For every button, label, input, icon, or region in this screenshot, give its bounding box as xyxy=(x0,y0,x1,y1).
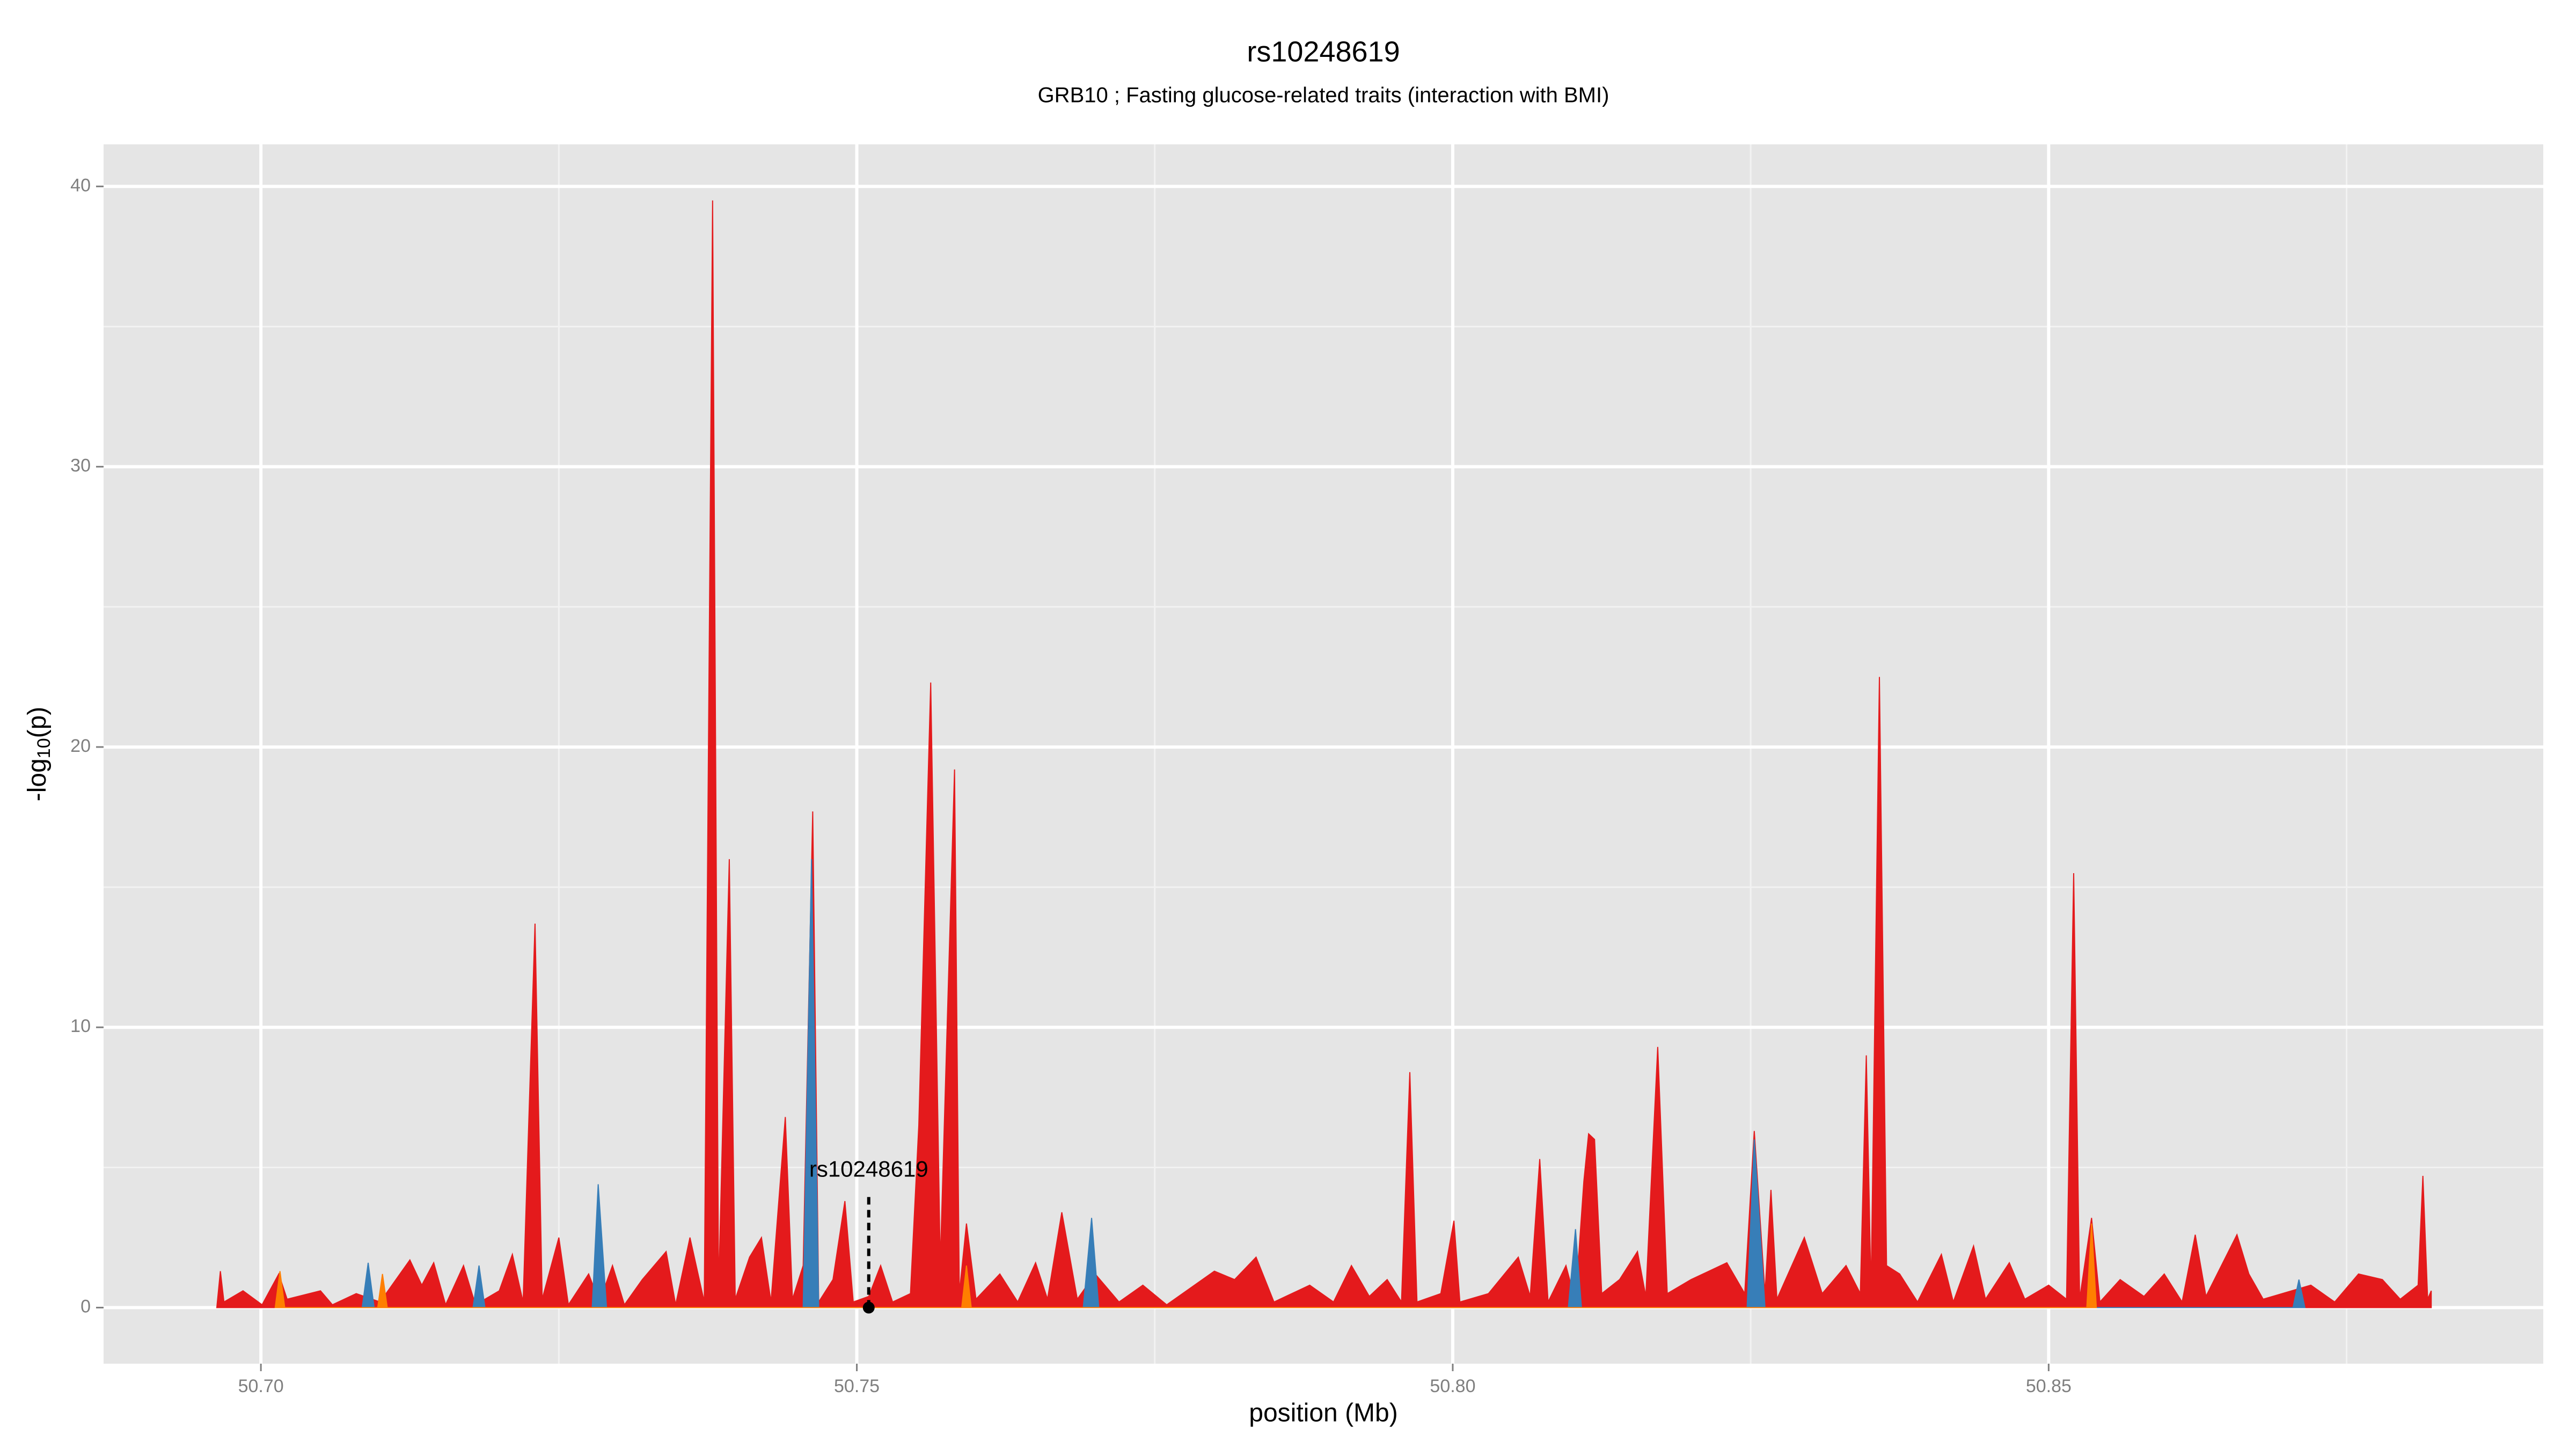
annotation-label: rs10248619 xyxy=(809,1157,928,1182)
chart-title: rs10248619 xyxy=(1247,35,1400,68)
y-label-subscript: 10 xyxy=(34,738,54,758)
y-axis-label: -log10(p) xyxy=(23,707,54,802)
y-tick-label: 40 xyxy=(70,175,91,195)
y-label-part: (p) xyxy=(23,707,52,738)
y-tick-label: 20 xyxy=(70,736,91,756)
y-tick-label: 0 xyxy=(80,1297,91,1317)
x-tick-label: 50.70 xyxy=(238,1376,284,1396)
x-tick-label: 50.85 xyxy=(2026,1376,2072,1396)
chart-subtitle: GRB10 ; Fasting glucose-related traits (… xyxy=(1038,84,1609,107)
annotation-point xyxy=(862,1301,875,1314)
x-tick-label: 50.80 xyxy=(1430,1376,1475,1396)
y-tick-label: 30 xyxy=(70,456,91,476)
x-axis-label: position (Mb) xyxy=(1249,1399,1397,1428)
plot-panel xyxy=(104,144,2543,1364)
y-tick-label: 10 xyxy=(70,1016,91,1036)
area xyxy=(274,1223,2097,1308)
x-tick-label: 50.75 xyxy=(834,1376,880,1396)
y-label-part: -log xyxy=(23,758,52,801)
